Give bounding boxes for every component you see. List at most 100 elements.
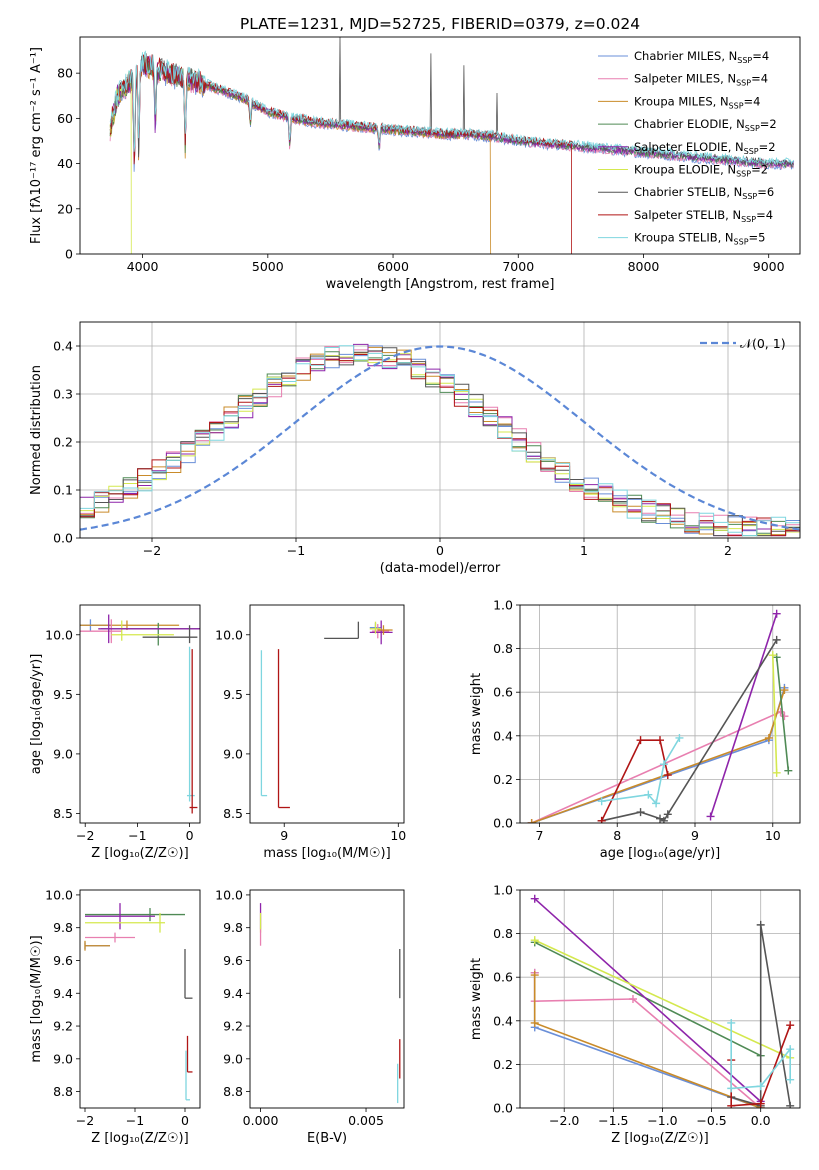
weight-line-salpeter-elodie [709, 613, 778, 817]
mass-vs-metallicity-panel: −2 −1 0 8.8 9.0 9.2 9.4 9.6 9.8 10.0 Z [log₁₀(Z/Z☉… [29, 887, 201, 1146]
weight-line-salpeter-elodie [534, 898, 762, 1103]
weight-marker [663, 810, 672, 819]
weight-line-chabrier-stelib [730, 924, 791, 1107]
x-tick-label: 0.000 [243, 1113, 279, 1128]
errorbar-point-kroupa-miles [84, 940, 110, 951]
y-tick-label: 9.8 [223, 920, 243, 935]
y-tick-label: 0.6 [493, 685, 513, 700]
errorbar-point-salpeter-stelib [189, 649, 198, 814]
age-vs-mass-plot-area [260, 620, 393, 809]
x-tick-label: 9 [280, 828, 288, 843]
weight-marker [530, 894, 539, 903]
weight-marker [663, 771, 672, 780]
errorbar-point-kroupa-miles [377, 625, 393, 635]
weight-marker [628, 995, 637, 1003]
weight-marker [530, 936, 539, 945]
weight-marker [597, 816, 606, 823]
weight-marker [659, 816, 668, 823]
y-tick-label: 0.1 [53, 483, 73, 498]
weight-marker [530, 1018, 539, 1027]
x-tick-label: 0.0 [751, 1113, 771, 1128]
weight-marker [597, 797, 606, 806]
x-axis-label: age [log₁₀(age/yr)] [600, 846, 721, 861]
mass-vs-extinction-panel: 0.000 0.005 8.8 9.0 9.2 9.4 9.6 9.8 10.0 E(B-V) [215, 887, 405, 1146]
y-tick-label: 0.2 [53, 435, 73, 450]
y-tick-label: 8.5 [223, 806, 243, 821]
normal-reference-curve [80, 345, 800, 531]
mass-vs-extinction-frame [249, 889, 405, 1109]
age-vs-mass-frame [249, 604, 405, 824]
y-tick-label: 9.6 [53, 953, 73, 968]
y-tick-label: 9.0 [53, 746, 73, 761]
errorbar-point-salpeter-stelib [277, 649, 290, 809]
y-tick-label: 10.0 [215, 627, 243, 642]
y-tick-label: 8.8 [53, 1084, 73, 1099]
weight-marker [772, 609, 781, 618]
y-tick-label: 9.0 [223, 1051, 243, 1066]
y-axis-label: age [log₁₀(age/yr)] [29, 654, 44, 775]
spectrum-line-kroupa-miles [109, 55, 492, 254]
y-tick-label: 9.4 [223, 986, 243, 1001]
y-tick-label: 40 [57, 156, 73, 171]
weight-line-salpeter-miles [531, 710, 786, 823]
weight-marker [772, 635, 781, 644]
histogram-kroupa-stelib [80, 345, 800, 537]
x-tick-label: −2 [76, 1113, 94, 1128]
y-tick-label: 0.2 [493, 772, 513, 787]
x-axis-label: Z [log₁₀(Z/Z☉)] [91, 846, 188, 861]
weight-marker [527, 819, 536, 823]
x-tick-label: 0 [181, 1113, 189, 1128]
y-tick-label: 9.5 [53, 687, 73, 702]
y-tick-label: 20 [57, 201, 73, 216]
age-vs-metallicity-plot-area [80, 614, 200, 814]
x-tick-label: 8 [613, 828, 621, 843]
y-tick-label: 9.5 [223, 687, 243, 702]
x-axis-label: wavelength [Angstrom, rest frame] [326, 277, 555, 292]
residual-histogram-plot-area [80, 322, 800, 538]
weight-marker [756, 920, 765, 929]
weight-marker [768, 651, 777, 660]
x-axis-label: E(B-V) [307, 1131, 347, 1146]
mass-weight-vs-metallicity-panel: −2.0 −1.5 −1.0 −0.5 0.0 0.0 0.2 0.4 0.6 0.8 1.0 Z [… [469, 883, 801, 1146]
errorbar-point-salpeter-elodie [369, 620, 393, 645]
x-tick-label: 7 [535, 828, 543, 843]
weight-marker [659, 760, 668, 769]
weight-line-chabrier-elodie [534, 941, 762, 1057]
age-vs-metallicity-panel: −2 −1 0 8.5 9.0 9.5 10.0 Z [log₁₀(Z/Z☉)] age [lo… [29, 604, 201, 861]
errorbar-point-chabrier-stelib [184, 949, 193, 999]
legend-label: Kroupa ELODIE, NSSP=2 [634, 163, 768, 179]
weight-line-salpeter-stelib [600, 739, 669, 822]
histogram-chabrier-elodie [80, 351, 800, 537]
weight-marker [756, 1082, 765, 1091]
legend-label: Kroupa STELIB, NSSP=5 [634, 231, 765, 247]
spectrum-plot-area [109, 37, 795, 254]
mass-vs-metallicity-plot-area [84, 903, 193, 1101]
errorbar-point-kroupa-stelib [185, 1050, 190, 1101]
figure-title: PLATE=1231, MJD=52725, FIBERID=0379, z=0… [240, 15, 640, 33]
legend-label: Chabrier ELODIE, NSSP=2 [634, 117, 777, 133]
errorbar-point-chabrier-elodie [85, 908, 185, 922]
weight-line-kroupa-elodie [534, 939, 791, 1059]
errorbar-point-salpeter-elodie [85, 903, 155, 930]
y-tick-label: 9.0 [223, 746, 243, 761]
x-tick-label: 10 [390, 828, 406, 843]
weight-line-kroupa-miles [533, 975, 761, 1108]
weight-marker [636, 736, 645, 745]
legend-label: Salpeter MILES, NSSP=4 [634, 72, 768, 88]
y-tick-label: 9.8 [53, 920, 73, 935]
x-tick-label: 0 [436, 543, 444, 558]
y-tick-label: 0.8 [493, 926, 513, 941]
legend-label: 𝒩(0, 1) [740, 336, 786, 351]
y-tick-label: 8.8 [223, 1084, 243, 1099]
weight-marker [786, 1045, 795, 1054]
errorbar-point-kroupa-elodie [369, 621, 382, 634]
legend-label: Salpeter STELIB, NSSP=4 [634, 208, 773, 224]
y-tick-label: 0.0 [493, 816, 513, 831]
weight-marker [706, 812, 715, 821]
residual-histogram-frame [79, 321, 801, 539]
x-tick-label: 2 [724, 543, 732, 558]
weight-marker [644, 790, 653, 799]
y-tick-label: 0.4 [53, 339, 73, 354]
x-tick-label: −1 [287, 543, 305, 558]
x-axis-label: Z [log₁₀(Z/Z☉)] [91, 1131, 188, 1146]
